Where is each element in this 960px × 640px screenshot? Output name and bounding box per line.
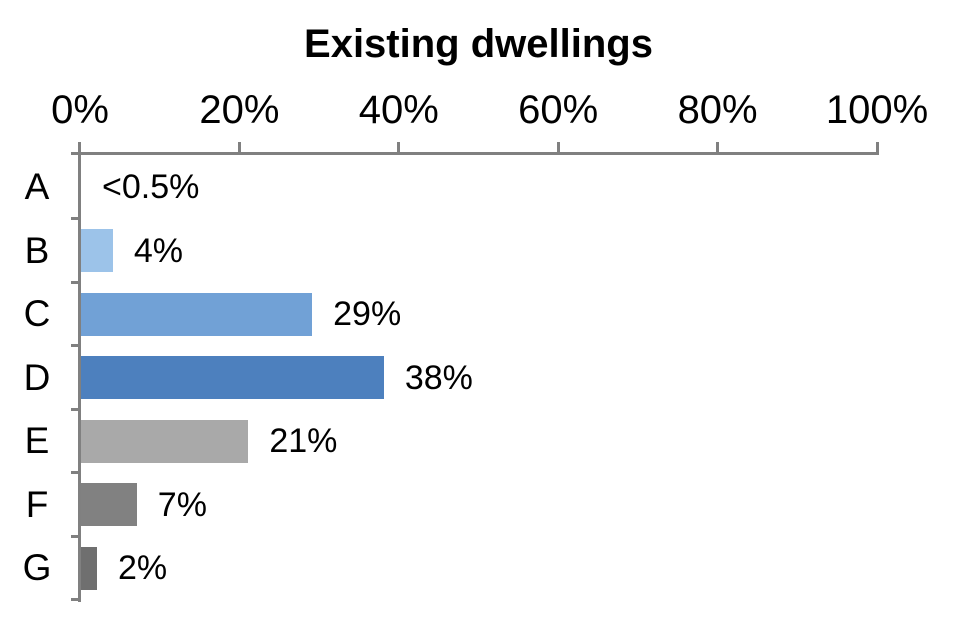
category-label-A: A [24,166,50,208]
y-tick-mark [71,344,80,348]
x-axis-tick-label-60%: 60% [518,88,599,132]
category-label-F: F [25,483,49,525]
x-tick-mark-60% [556,142,560,152]
value-label-E: 21% [269,422,338,461]
x-tick-mark-100% [875,142,879,152]
category-label-C: C [23,293,51,335]
category-label-G: G [22,547,52,589]
x-axis-tick-label-100%: 100% [825,88,929,132]
x-axis-tick-label-0%: 0% [51,88,109,132]
category-label-E: E [24,420,50,462]
x-axis-tick-label-40%: 40% [358,88,439,132]
bar-C [81,292,313,336]
y-tick-mark [71,280,80,284]
bar-D [81,356,384,400]
y-axis-line [78,142,81,602]
x-tick-mark-40% [397,142,401,152]
x-axis-tick-label-20%: 20% [199,88,280,132]
x-axis-line [71,152,879,155]
bar-B [81,229,113,273]
y-tick-mark [71,471,80,475]
y-tick-mark [71,598,80,602]
category-label-D: D [23,356,51,398]
value-label-A: <0.5% [102,168,200,207]
value-label-F: 7% [157,485,207,524]
y-tick-mark [71,534,80,538]
x-tick-mark-80% [716,142,720,152]
y-tick-mark [71,407,80,411]
chart-title: Existing dwellings [304,22,653,66]
bar-G [81,546,97,590]
value-label-B: 4% [133,231,184,270]
x-axis-tick-label-80%: 80% [677,88,758,132]
bar-E [81,419,249,463]
category-label-B: B [24,229,50,271]
x-tick-mark-20% [237,142,241,152]
value-label-D: 38% [404,358,473,397]
y-tick-mark [71,217,80,221]
value-label-G: 2% [117,549,168,588]
bar-F [81,483,137,527]
value-label-C: 29% [333,295,402,334]
